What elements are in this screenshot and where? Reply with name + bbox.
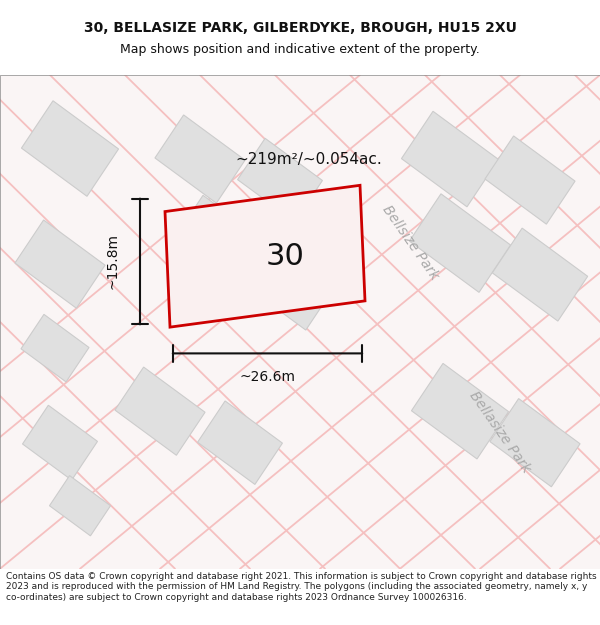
- Polygon shape: [238, 138, 322, 222]
- Polygon shape: [409, 194, 511, 292]
- Polygon shape: [172, 196, 269, 291]
- Polygon shape: [23, 405, 97, 480]
- Polygon shape: [244, 240, 335, 330]
- Polygon shape: [493, 228, 587, 321]
- Polygon shape: [412, 363, 509, 459]
- Text: ~219m²/~0.054ac.: ~219m²/~0.054ac.: [235, 151, 382, 166]
- Text: Bellasize Park: Bellasize Park: [467, 389, 533, 476]
- Polygon shape: [155, 115, 245, 203]
- Polygon shape: [401, 111, 499, 207]
- Text: 30, BELLASIZE PARK, GILBERDYKE, BROUGH, HU15 2XU: 30, BELLASIZE PARK, GILBERDYKE, BROUGH, …: [83, 21, 517, 35]
- Text: 30: 30: [266, 242, 304, 271]
- Polygon shape: [49, 476, 110, 536]
- Text: ~15.8m: ~15.8m: [105, 234, 119, 289]
- Text: Contains OS data © Crown copyright and database right 2021. This information is : Contains OS data © Crown copyright and d…: [6, 572, 596, 602]
- Polygon shape: [490, 399, 580, 487]
- Polygon shape: [165, 185, 365, 327]
- Polygon shape: [485, 136, 575, 224]
- Polygon shape: [115, 367, 205, 455]
- Text: Bellsize Park: Bellsize Park: [379, 203, 441, 283]
- Polygon shape: [21, 314, 89, 382]
- Polygon shape: [15, 220, 105, 308]
- Text: ~26.6m: ~26.6m: [239, 369, 296, 384]
- Polygon shape: [197, 401, 283, 484]
- Polygon shape: [22, 101, 119, 196]
- Text: Map shows position and indicative extent of the property.: Map shows position and indicative extent…: [120, 44, 480, 56]
